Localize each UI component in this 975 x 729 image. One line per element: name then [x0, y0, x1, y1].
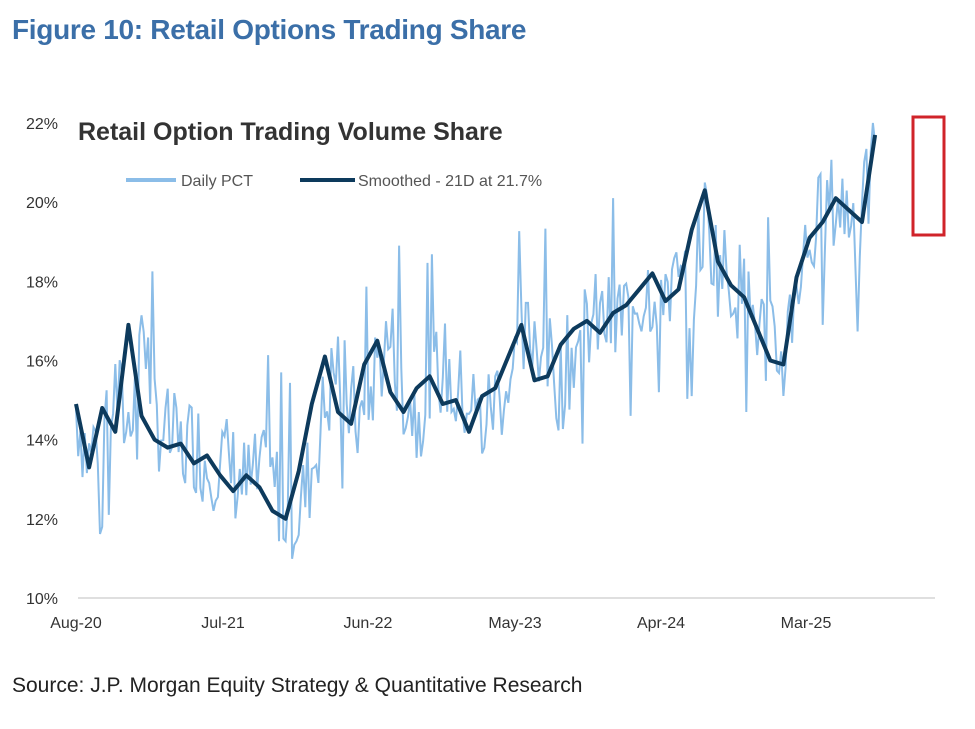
y-axis: 10% 12% 14% 16% 18% 20% 22%: [26, 116, 58, 608]
x-tick-label: Jun-22: [344, 615, 393, 632]
x-tick-label: Mar-25: [781, 615, 832, 632]
y-tick-label: 18%: [26, 274, 58, 291]
x-tick-label: May-23: [488, 615, 541, 632]
figure-title: Figure 10: Retail Options Trading Share: [12, 14, 527, 45]
source-note: Source: J.P. Morgan Equity Strategy & Qu…: [12, 674, 583, 697]
y-tick-label: 10%: [26, 591, 58, 608]
x-tick-label: Apr-24: [637, 615, 685, 632]
legend-label-smoothed: Smoothed - 21D at 21.7%: [358, 173, 542, 190]
y-tick-label: 20%: [26, 195, 58, 212]
y-tick-label: 14%: [26, 433, 58, 450]
legend: Daily PCT Smoothed - 21D at 21.7%: [126, 173, 542, 190]
y-tick-label: 22%: [26, 116, 58, 133]
smoothed-line: [74, 134, 878, 521]
chart-area: 10% 12% 14% 16% 18% 20% 22% Aug-20 Jul-21 Jun-22…: [26, 115, 946, 632]
y-tick-label: 16%: [26, 354, 58, 371]
smoothed-series: [74, 134, 878, 521]
highlight-box: [911, 115, 946, 237]
chart-title: Retail Option Trading Volume Share: [78, 118, 503, 146]
x-axis: Aug-20 Jul-21 Jun-22 May-23 Apr-24 Mar-25: [50, 615, 831, 632]
y-tick-label: 12%: [26, 512, 58, 529]
x-tick-label: Aug-20: [50, 615, 102, 632]
legend-label-daily: Daily PCT: [181, 173, 253, 190]
x-tick-label: Jul-21: [201, 615, 245, 632]
